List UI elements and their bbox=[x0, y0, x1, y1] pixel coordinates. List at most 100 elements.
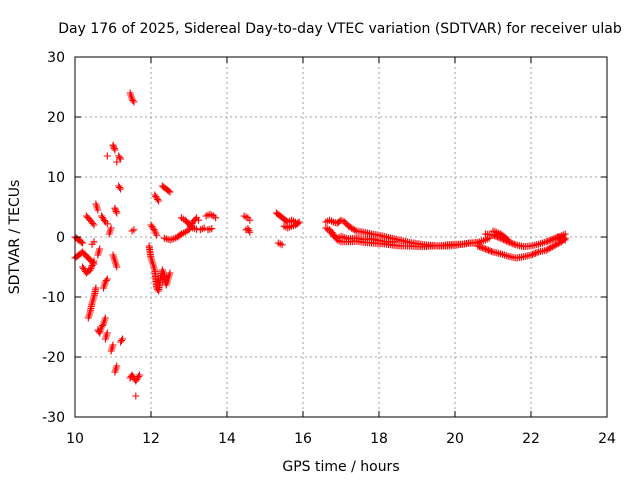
series-segment bbox=[88, 238, 98, 248]
data-point bbox=[113, 158, 121, 166]
data-point bbox=[497, 250, 505, 258]
data-point bbox=[88, 262, 96, 269]
data-point bbox=[153, 231, 161, 239]
series-segment bbox=[71, 233, 87, 247]
series-segment bbox=[132, 392, 140, 400]
series-segment bbox=[98, 212, 111, 228]
series-segment bbox=[242, 225, 254, 236]
data-point bbox=[87, 265, 95, 272]
data-point bbox=[94, 206, 102, 214]
chart-title: Day 176 of 2025, Sidereal Day-to-day VTE… bbox=[58, 21, 622, 37]
data-point bbox=[246, 228, 254, 236]
data-point bbox=[246, 216, 254, 224]
data-point bbox=[510, 240, 518, 248]
series-segment bbox=[105, 224, 115, 238]
series-segment bbox=[177, 214, 201, 233]
data-point bbox=[507, 239, 515, 247]
data-point bbox=[90, 238, 98, 246]
data-point bbox=[553, 240, 561, 248]
x-tick-label: 18 bbox=[370, 431, 388, 447]
data-point bbox=[101, 314, 109, 322]
series-segment bbox=[554, 233, 569, 244]
data-point bbox=[195, 216, 202, 224]
data-point bbox=[103, 152, 111, 160]
data-point bbox=[103, 275, 111, 283]
x-tick-label: 24 bbox=[598, 431, 616, 447]
x-tick-label: 12 bbox=[142, 431, 160, 447]
data-point bbox=[109, 341, 117, 349]
data-point bbox=[112, 207, 120, 215]
series-segment bbox=[204, 225, 216, 234]
data-point bbox=[474, 242, 482, 250]
series-segment bbox=[240, 212, 254, 224]
data-point bbox=[477, 243, 485, 251]
y-axis-label: SDTVAR / TECUs bbox=[7, 180, 23, 295]
series-segment bbox=[84, 284, 100, 322]
x-axis-label: GPS time / hours bbox=[282, 459, 399, 475]
series-segment bbox=[117, 335, 126, 346]
data-point bbox=[200, 224, 208, 232]
data-point bbox=[544, 237, 552, 245]
series-segment bbox=[115, 182, 125, 193]
series-segment bbox=[145, 242, 174, 295]
x-tick-label: 10 bbox=[66, 431, 84, 447]
series-segment bbox=[103, 152, 111, 160]
data-point bbox=[542, 246, 550, 254]
series-segment bbox=[107, 341, 117, 355]
series-segment bbox=[151, 191, 163, 205]
data-point bbox=[278, 241, 286, 249]
data-point bbox=[130, 226, 138, 234]
y-tick-label: 0 bbox=[56, 230, 65, 246]
series-segment bbox=[128, 226, 138, 235]
y-tick-label: -30 bbox=[42, 410, 65, 426]
y-tick-label: 10 bbox=[47, 170, 65, 186]
data-point bbox=[102, 277, 110, 284]
series-segment bbox=[111, 204, 121, 217]
data-point bbox=[494, 233, 502, 241]
series-segment bbox=[109, 251, 121, 271]
data-point bbox=[554, 239, 562, 247]
data-point bbox=[112, 206, 120, 214]
series-segment bbox=[94, 245, 104, 259]
series-segment bbox=[322, 216, 482, 250]
data-point bbox=[118, 337, 126, 344]
data-point bbox=[135, 373, 143, 380]
data-point bbox=[288, 216, 296, 224]
series-segment bbox=[82, 212, 98, 229]
data-point bbox=[481, 236, 489, 244]
series-segment bbox=[94, 314, 109, 337]
data-point bbox=[547, 236, 555, 244]
series-sdtvar bbox=[71, 89, 569, 400]
data-point bbox=[166, 188, 174, 196]
data-point bbox=[136, 371, 144, 379]
data-point bbox=[208, 225, 216, 233]
series-segment bbox=[101, 329, 111, 343]
series-segment bbox=[147, 221, 161, 239]
x-tick-label: 14 bbox=[218, 431, 236, 447]
data-point bbox=[89, 260, 97, 268]
y-tick-label: -10 bbox=[42, 290, 65, 306]
data-point bbox=[77, 238, 85, 246]
data-point bbox=[561, 230, 569, 238]
data-point bbox=[99, 322, 107, 329]
data-point bbox=[487, 247, 495, 255]
series-segment bbox=[115, 152, 125, 163]
y-tick-label: 30 bbox=[47, 50, 65, 66]
series-segment bbox=[202, 210, 220, 222]
series-segment bbox=[111, 362, 121, 376]
data-point bbox=[527, 251, 535, 259]
data-point bbox=[132, 392, 140, 400]
data-point bbox=[87, 263, 95, 271]
data-point bbox=[542, 238, 550, 246]
data-point bbox=[86, 266, 94, 274]
data-point bbox=[504, 236, 512, 244]
data-point bbox=[90, 257, 98, 265]
series-segment bbox=[109, 141, 119, 154]
series-segment bbox=[100, 275, 111, 292]
series-segment bbox=[79, 257, 98, 277]
data-point bbox=[129, 97, 137, 104]
data-point bbox=[166, 269, 174, 277]
data-point bbox=[500, 251, 508, 259]
data-point bbox=[113, 209, 121, 217]
